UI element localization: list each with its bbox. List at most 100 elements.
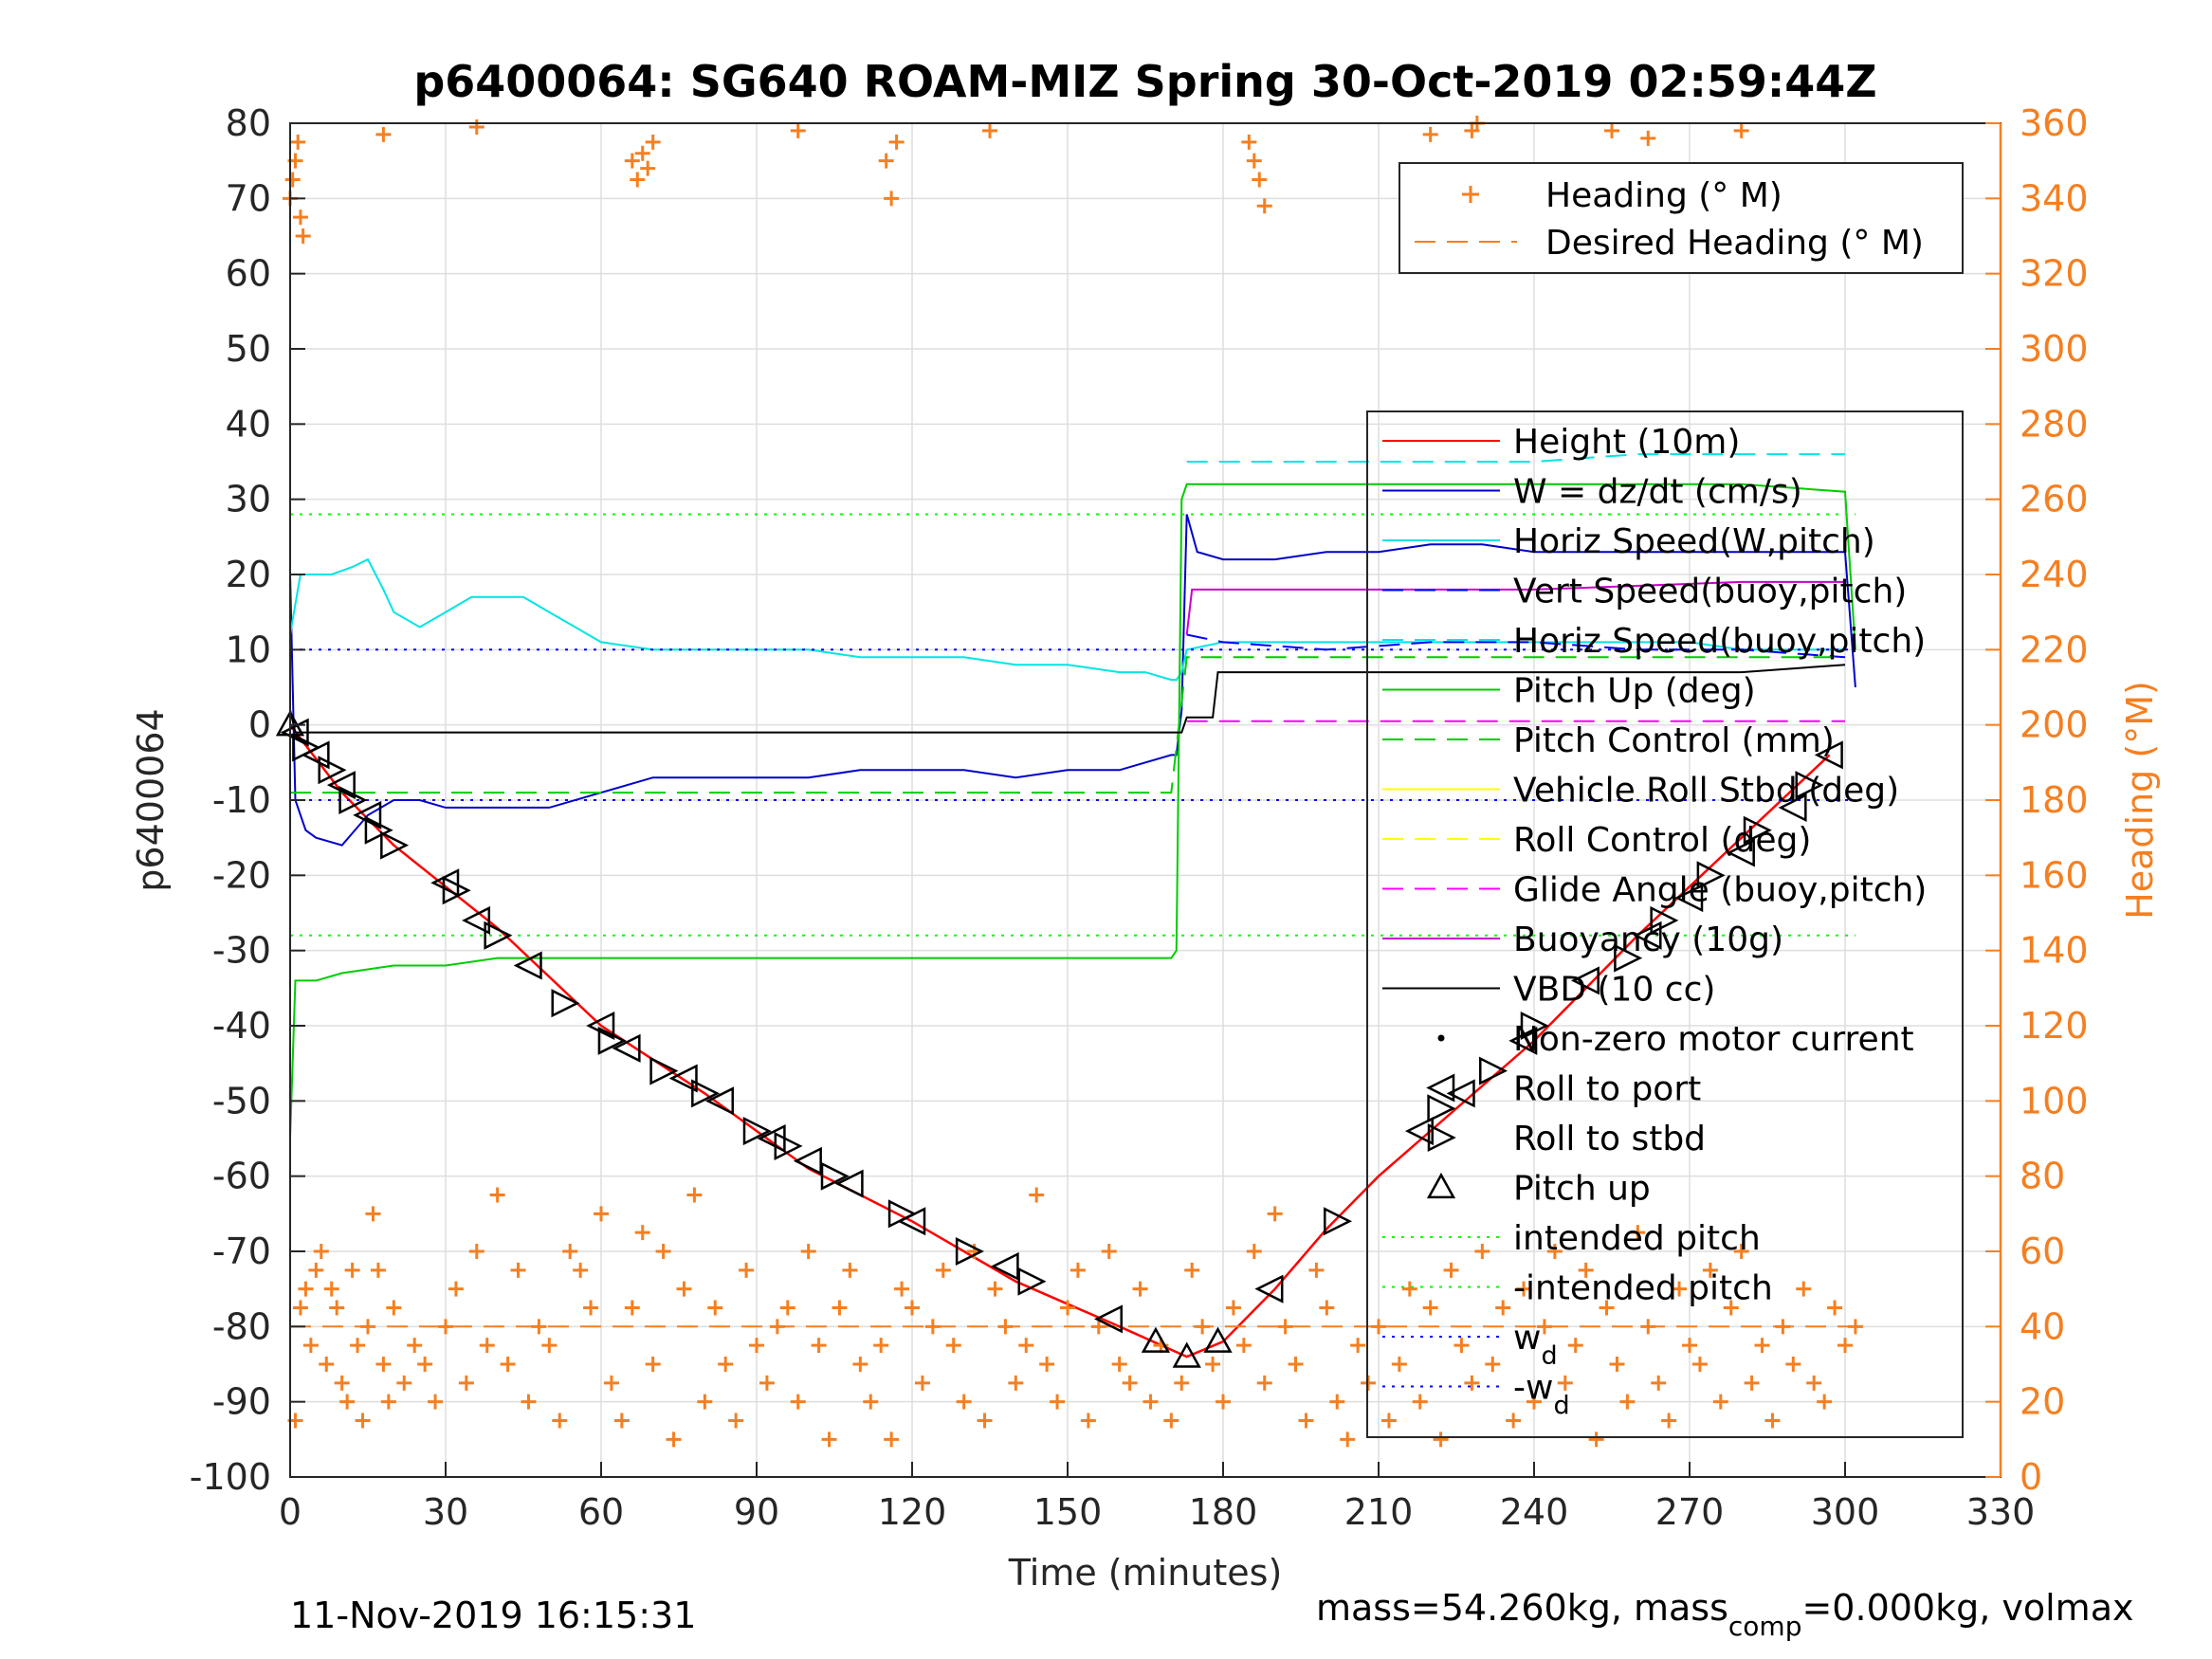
heading-point	[292, 210, 308, 226]
heading-point	[1526, 1394, 1542, 1410]
heading-point	[640, 160, 656, 176]
heading-point	[407, 1338, 423, 1354]
roll-marker	[280, 718, 309, 747]
heading-point	[924, 1319, 941, 1335]
heading-point	[428, 1394, 444, 1410]
heading-point	[1682, 1338, 1697, 1354]
heading-point	[914, 1375, 930, 1391]
roll-marker	[1743, 815, 1772, 845]
y-axis-left-label: p6400064	[130, 708, 172, 891]
legend-main-symbol	[1426, 1073, 1455, 1103]
legend-main-label: Roll to stbd	[1513, 1120, 1706, 1158]
heading-point	[1050, 1394, 1066, 1410]
heading-point	[380, 1394, 396, 1410]
series-line	[290, 656, 1845, 794]
roll-marker	[1203, 1326, 1233, 1353]
heading-point	[1246, 153, 1262, 169]
heading-point	[1443, 1262, 1459, 1278]
heading-point	[1578, 1262, 1594, 1278]
heading-point	[884, 1431, 900, 1448]
heading-point	[1702, 1262, 1718, 1278]
roll-marker	[742, 1117, 772, 1146]
y-right-tick-label: 0	[2020, 1456, 2042, 1498]
x-tick-label: 300	[1811, 1491, 1880, 1533]
y-left-tick-label: -10	[212, 779, 271, 821]
heading-point	[1630, 1225, 1646, 1241]
y-left-tick-label: -70	[212, 1231, 271, 1272]
y-left-tick-label: -80	[212, 1305, 271, 1347]
heading-point	[945, 1338, 961, 1354]
heading-point	[1640, 130, 1656, 146]
roll-marker	[380, 830, 410, 860]
roll-marker	[704, 1086, 734, 1116]
marker-layer	[275, 710, 1843, 1368]
y-right-tick-label: 140	[2020, 930, 2089, 972]
series-line	[289, 514, 1856, 847]
legend-main-label: Non-zero motor current	[1513, 1020, 1914, 1059]
heading-point	[468, 118, 484, 135]
heading-point	[634, 1225, 650, 1241]
heading-point	[1132, 1281, 1148, 1297]
heading-point	[1640, 1319, 1656, 1335]
heading-point	[1241, 134, 1257, 150]
x-tick-label: 240	[1500, 1491, 1569, 1533]
heading-point	[1329, 1394, 1345, 1410]
x-tick-label: 60	[578, 1491, 624, 1533]
roll-marker	[1254, 1274, 1284, 1304]
roll-marker	[1093, 1304, 1123, 1334]
roll-marker	[612, 1033, 641, 1063]
heading-point	[1380, 1413, 1397, 1429]
heading-point	[298, 1281, 314, 1297]
heading-point	[292, 1300, 308, 1316]
heading-point	[888, 134, 905, 150]
y-left-tick-label: 80	[226, 102, 271, 144]
heading-point	[1764, 1413, 1781, 1429]
heading-point	[832, 1300, 848, 1316]
roll-marker	[1696, 861, 1726, 890]
roll-marker	[1172, 1341, 1201, 1368]
heading-point	[1235, 1338, 1252, 1354]
heading-point	[531, 1319, 547, 1335]
heading-point	[1651, 1375, 1667, 1391]
legend-main-label: -intended pitch	[1513, 1269, 1773, 1308]
heading-point	[655, 1244, 671, 1259]
roll-marker	[649, 1056, 679, 1085]
heading-point	[739, 1262, 755, 1278]
legend-main-label: Glide Angle (buoy,pitch)	[1513, 871, 1927, 910]
heading-point	[479, 1338, 495, 1354]
roll-marker	[1570, 966, 1600, 995]
roll-marker	[1017, 1267, 1047, 1296]
y-right-tick-label: 100	[2020, 1080, 2089, 1121]
roll-marker	[1446, 1079, 1475, 1108]
y-left-tick-label: -20	[212, 854, 271, 896]
roll-marker	[1778, 793, 1807, 822]
legend-main-label: Horiz Speed(W,pitch)	[1513, 522, 1875, 561]
x-tick-label: 270	[1655, 1491, 1725, 1533]
heading-point	[323, 1281, 339, 1297]
roll-marker	[1520, 1011, 1549, 1041]
heading-point	[510, 1262, 526, 1278]
heading-point	[500, 1357, 516, 1372]
y-axis-right: 3603403203002802602402202001801601401201…	[1985, 102, 2089, 1498]
heading-point	[821, 1431, 837, 1448]
heading-point	[1288, 1357, 1304, 1372]
roll-marker	[1141, 1326, 1171, 1353]
y-right-tick-label: 60	[2020, 1231, 2065, 1272]
heading-point	[1744, 1375, 1760, 1391]
heading-point	[842, 1262, 858, 1278]
heading-point	[1847, 1319, 1863, 1335]
heading-point	[1308, 1262, 1325, 1278]
heading-point	[1205, 1357, 1221, 1372]
footer-timestamp: 11-Nov-2019 16:15:31	[290, 1595, 696, 1636]
heading-point	[1163, 1413, 1179, 1429]
heading-point	[350, 1338, 366, 1354]
heading-point	[1837, 1338, 1853, 1354]
roll-marker	[326, 771, 356, 800]
legend-main-label: Roll Control (deg)	[1513, 821, 1811, 860]
roll-marker	[1427, 1094, 1456, 1123]
x-tick-label: 30	[423, 1491, 468, 1533]
heading-point	[438, 1319, 453, 1335]
heading-point	[1672, 1281, 1688, 1297]
heading-point	[1827, 1300, 1843, 1316]
legend-main-symbol	[1437, 1034, 1445, 1042]
